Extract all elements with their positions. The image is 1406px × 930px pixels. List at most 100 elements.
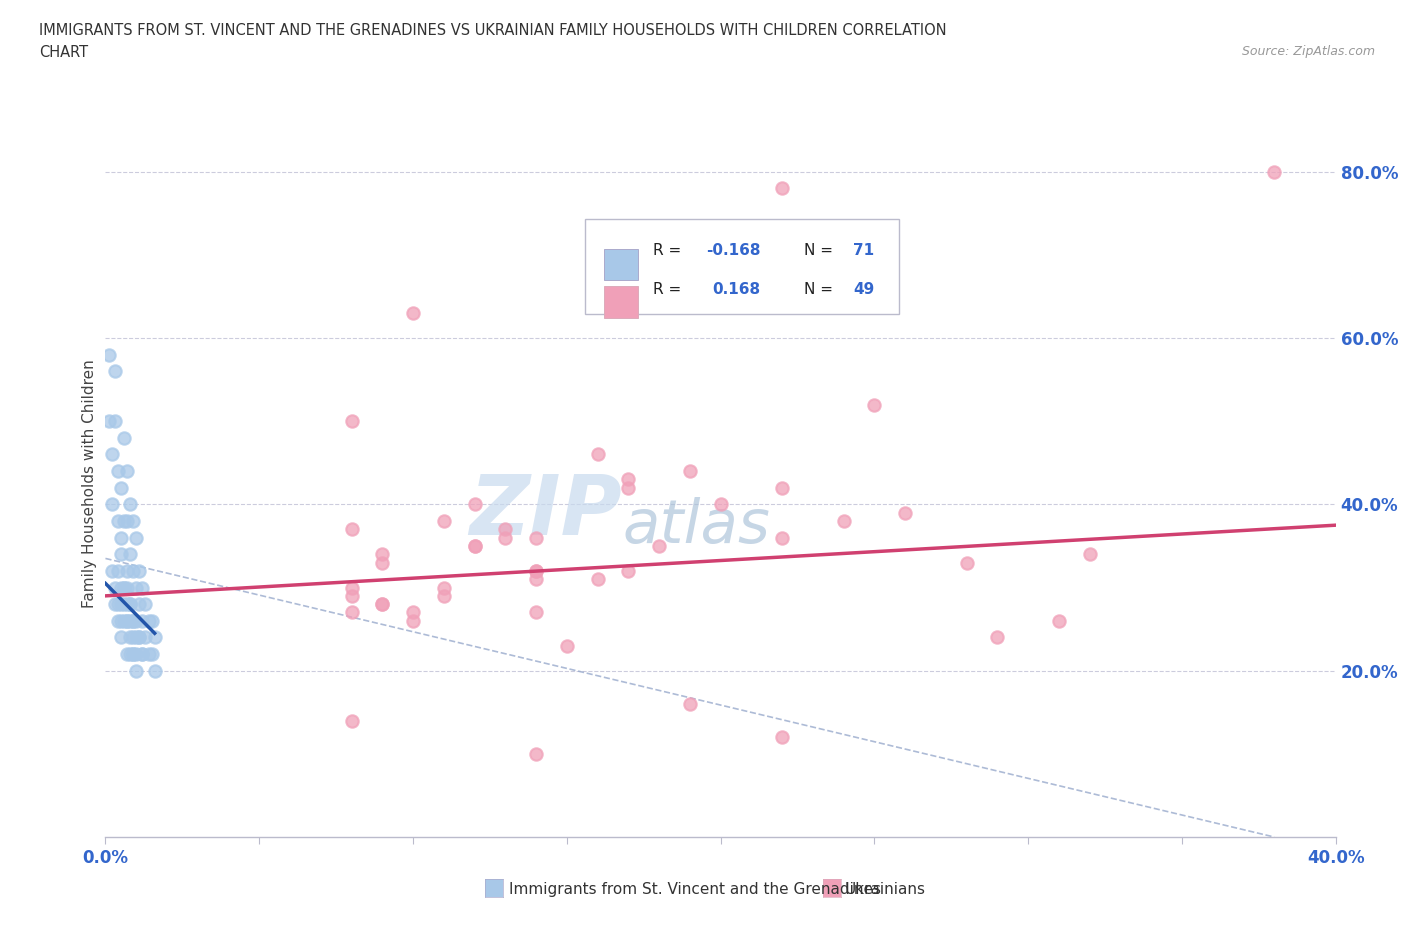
Point [134, 630, 156, 644]
Text: CHART: CHART [39, 45, 89, 60]
Point [138, 614, 160, 629]
Y-axis label: Family Households with Children: Family Households with Children [82, 359, 97, 608]
Point [340, 522, 363, 537]
Point [464, 497, 486, 512]
Point [863, 397, 886, 412]
Point [115, 564, 138, 578]
Point [433, 580, 456, 595]
Point [1263, 165, 1285, 179]
Point [402, 306, 425, 321]
Text: ZIP: ZIP [470, 472, 621, 552]
Point [141, 646, 163, 661]
Point [107, 597, 129, 612]
Point [97, 347, 120, 362]
Point [464, 538, 486, 553]
Point [617, 472, 640, 487]
Point [371, 597, 394, 612]
Point [141, 614, 163, 629]
Point [770, 730, 793, 745]
Point [134, 597, 156, 612]
Point [115, 614, 138, 629]
Point [340, 605, 363, 620]
Point [104, 597, 127, 612]
Point [125, 614, 148, 629]
Text: 71: 71 [853, 243, 875, 258]
Point [125, 663, 148, 678]
Point [433, 589, 456, 604]
Point [524, 572, 547, 587]
Point [122, 614, 145, 629]
Point [143, 663, 166, 678]
Point [128, 564, 150, 578]
Point [115, 614, 138, 629]
Point [1078, 547, 1101, 562]
Point [125, 580, 148, 595]
Point [120, 597, 141, 612]
Point [100, 564, 122, 578]
Point [104, 580, 127, 595]
Point [524, 564, 547, 578]
Point [586, 447, 609, 462]
Point [617, 480, 640, 495]
Point [464, 538, 486, 553]
Point [122, 513, 145, 528]
Point [112, 614, 135, 629]
Point [710, 497, 733, 512]
Point [112, 513, 135, 528]
Point [131, 646, 153, 661]
Point [1047, 614, 1070, 629]
Point [894, 505, 917, 520]
Point [107, 513, 129, 528]
Point [112, 580, 135, 595]
Point [120, 497, 141, 512]
Text: N =: N = [804, 243, 838, 258]
Point [617, 564, 640, 578]
Point [122, 564, 145, 578]
Point [110, 597, 132, 612]
Point [122, 646, 145, 661]
FancyBboxPatch shape [585, 219, 898, 314]
Text: N =: N = [804, 282, 838, 297]
Text: R =: R = [652, 243, 686, 258]
Point [131, 614, 153, 629]
Point [110, 547, 132, 562]
Point [371, 597, 394, 612]
Text: Immigrants from St. Vincent and the Grenadines: Immigrants from St. Vincent and the Gren… [509, 882, 882, 897]
Point [679, 464, 702, 479]
Point [371, 555, 394, 570]
Text: atlas: atlas [621, 497, 770, 555]
Point [120, 646, 141, 661]
Point [131, 580, 153, 595]
Point [120, 597, 141, 612]
Point [122, 646, 145, 661]
Text: R =: R = [652, 282, 690, 297]
Point [371, 547, 394, 562]
Point [128, 630, 150, 644]
Point [110, 614, 132, 629]
Point [340, 713, 363, 728]
Text: IMMIGRANTS FROM ST. VINCENT AND THE GRENADINES VS UKRAINIAN FAMILY HOUSEHOLDS WI: IMMIGRANTS FROM ST. VINCENT AND THE GREN… [39, 23, 948, 38]
Point [100, 497, 122, 512]
Point [115, 580, 138, 595]
Point [97, 414, 120, 429]
Text: 0.168: 0.168 [711, 282, 761, 297]
Point [125, 530, 148, 545]
Point [110, 580, 132, 595]
Point [122, 614, 145, 629]
Point [524, 564, 547, 578]
Point [770, 480, 793, 495]
Point [770, 530, 793, 545]
Point [112, 431, 135, 445]
Point [402, 614, 425, 629]
Point [120, 614, 141, 629]
Point [110, 630, 132, 644]
Point [648, 538, 671, 553]
Point [770, 181, 793, 196]
Text: Source: ZipAtlas.com: Source: ZipAtlas.com [1241, 45, 1375, 58]
Point [104, 414, 127, 429]
Point [115, 464, 138, 479]
Point [555, 638, 578, 653]
Point [107, 614, 129, 629]
Point [586, 572, 609, 587]
Bar [603, 248, 638, 281]
